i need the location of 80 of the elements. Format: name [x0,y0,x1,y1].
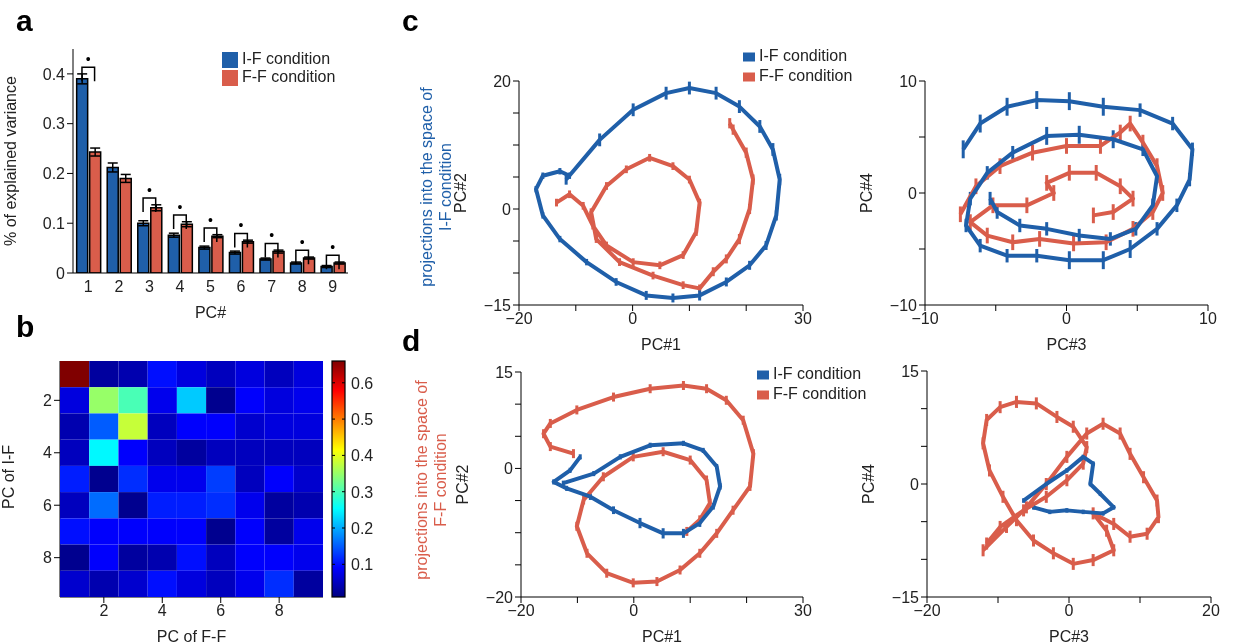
y-tick-label: 0.1 [42,214,66,232]
x-tick-label: 0 [628,310,638,328]
y-tick-label: 0 [910,475,920,493]
y-tick-label: 6 [43,496,53,514]
y-axis-title: PC of I-F [0,444,17,509]
y-tick-label: −20 [485,588,514,606]
x-tick-label: 8 [297,278,307,296]
annotation: • [330,239,336,256]
y-tick-label: 4 [43,444,53,462]
chart-title: c [402,4,419,38]
y-tick-label: 2 [43,392,53,410]
y-axis-title: PC#2 [453,464,471,505]
annotation: • [208,211,214,228]
x-tick-label: 2 [99,602,109,620]
y-tick-label: 15 [901,362,920,380]
x-tick-label: 0 [629,602,639,620]
annotation: • [269,227,275,244]
color-bar-label: 0.6 [351,374,374,392]
x-axis-title: PC# [194,304,227,321]
color-bar-label: 0.2 [351,520,374,538]
annotation: • [146,182,152,199]
x-tick-label: 30 [794,602,812,620]
y-tick-label: 0.3 [42,115,66,133]
x-tick-label: 4 [175,278,185,296]
y-tick-label: 10 [899,72,918,90]
x-tick-label: 3 [144,278,154,296]
y-tick-label: 0 [502,200,512,218]
annotation: • [85,51,91,68]
legend-label: F-F condition [242,68,336,85]
annotation: • [177,199,183,216]
color-bar-label: 0.5 [351,411,374,429]
y-tick-label: 0 [56,264,66,282]
y-tick-label: 0.4 [42,65,66,83]
legend-label: I-F condition [242,50,331,67]
y-tick-label: 20 [493,72,512,90]
x-axis-title: PC#1 [641,628,683,642]
y-axis-title: PC#2 [451,172,469,213]
x-tick-label: 0 [1062,310,1072,328]
y-axis-title: % of explained variance [1,76,19,246]
chart-title: d [402,324,421,358]
annotation: • [299,234,305,251]
x-tick-label: 6 [236,278,246,296]
y-axis-title: PC#4 [857,172,875,213]
x-tick-label: 2 [114,278,124,296]
y-axis-title: PC#4 [859,463,877,504]
chart-title: a [16,4,33,38]
color-bar-label: 0.4 [351,447,374,465]
legend-label: F-F condition [759,67,853,84]
x-axis-title: PC#3 [1048,628,1090,642]
x-tick-label: 8 [274,602,284,620]
legend-label: I-F condition [773,365,862,382]
x-axis-title: PC#3 [1046,336,1087,353]
color-bar-label: 0.1 [351,556,374,574]
x-tick-label: 4 [157,602,167,620]
x-axis-title: PC of F-F [156,628,227,642]
y-tick-label: −15 [483,296,512,314]
legend-label: F-F condition [773,385,867,402]
text: projections into the space of F-F condition [412,379,450,582]
x-tick-label: 0 [1064,602,1074,620]
x-axis-title: PC#1 [640,336,682,353]
x-tick-label: 20 [1202,602,1220,620]
y-tick-label: −15 [891,588,920,606]
y-tick-label: 0 [908,184,918,202]
x-tick-label: 30 [794,310,812,328]
x-tick-label: 10 [1199,310,1217,328]
y-tick-label: 0.2 [42,165,66,183]
x-tick-label: 1 [83,278,93,296]
x-tick-label: 9 [328,278,338,296]
y-tick-label: 8 [43,549,53,567]
annotation: • [238,217,244,234]
chart-title: b [16,310,35,344]
text: projections into the space of I-F condition [417,86,454,289]
y-tick-label: −10 [889,296,918,314]
legend-label: I-F condition [759,47,848,64]
x-tick-label: 6 [216,602,226,620]
y-tick-label: 0 [504,460,514,478]
x-tick-label: 7 [267,278,277,296]
x-tick-label: 5 [206,278,216,296]
color-bar-label: 0.3 [351,483,374,501]
y-tick-label: 15 [495,363,514,381]
